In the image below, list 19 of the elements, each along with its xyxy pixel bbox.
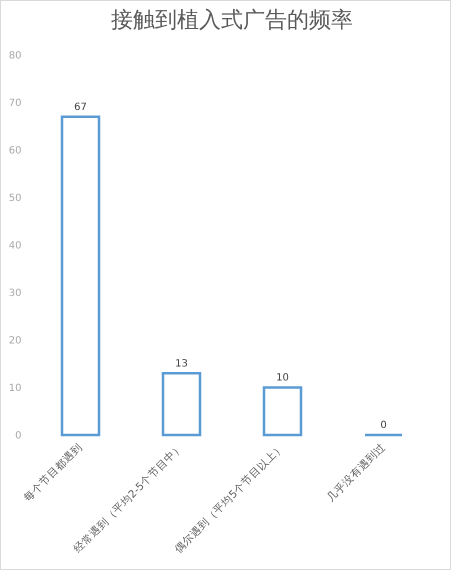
y-tick-label: 40 (8, 240, 22, 252)
y-tick-label: 70 (8, 98, 22, 109)
y-tick-label: 80 (8, 50, 22, 62)
data-label: 13 (175, 358, 188, 370)
chart-title: 接触到植入式广告的频率 (111, 8, 353, 33)
y-tick-label: 50 (8, 193, 22, 204)
bar (60, 116, 100, 436)
y-tick-label: 0 (15, 430, 22, 442)
y-tick-label: 60 (8, 146, 22, 156)
bar (162, 372, 202, 436)
data-label: 10 (276, 372, 289, 384)
data-label: 67 (74, 102, 87, 113)
y-tick-label: 20 (8, 336, 22, 346)
x-tick-label: 几乎没有遇到过 (324, 440, 388, 504)
x-tick-label: 每个节目都遇到 (21, 440, 85, 504)
bar (262, 386, 302, 436)
y-tick-label: 30 (8, 288, 22, 299)
y-tick-label: 10 (8, 383, 22, 394)
data-label: 0 (380, 420, 387, 431)
